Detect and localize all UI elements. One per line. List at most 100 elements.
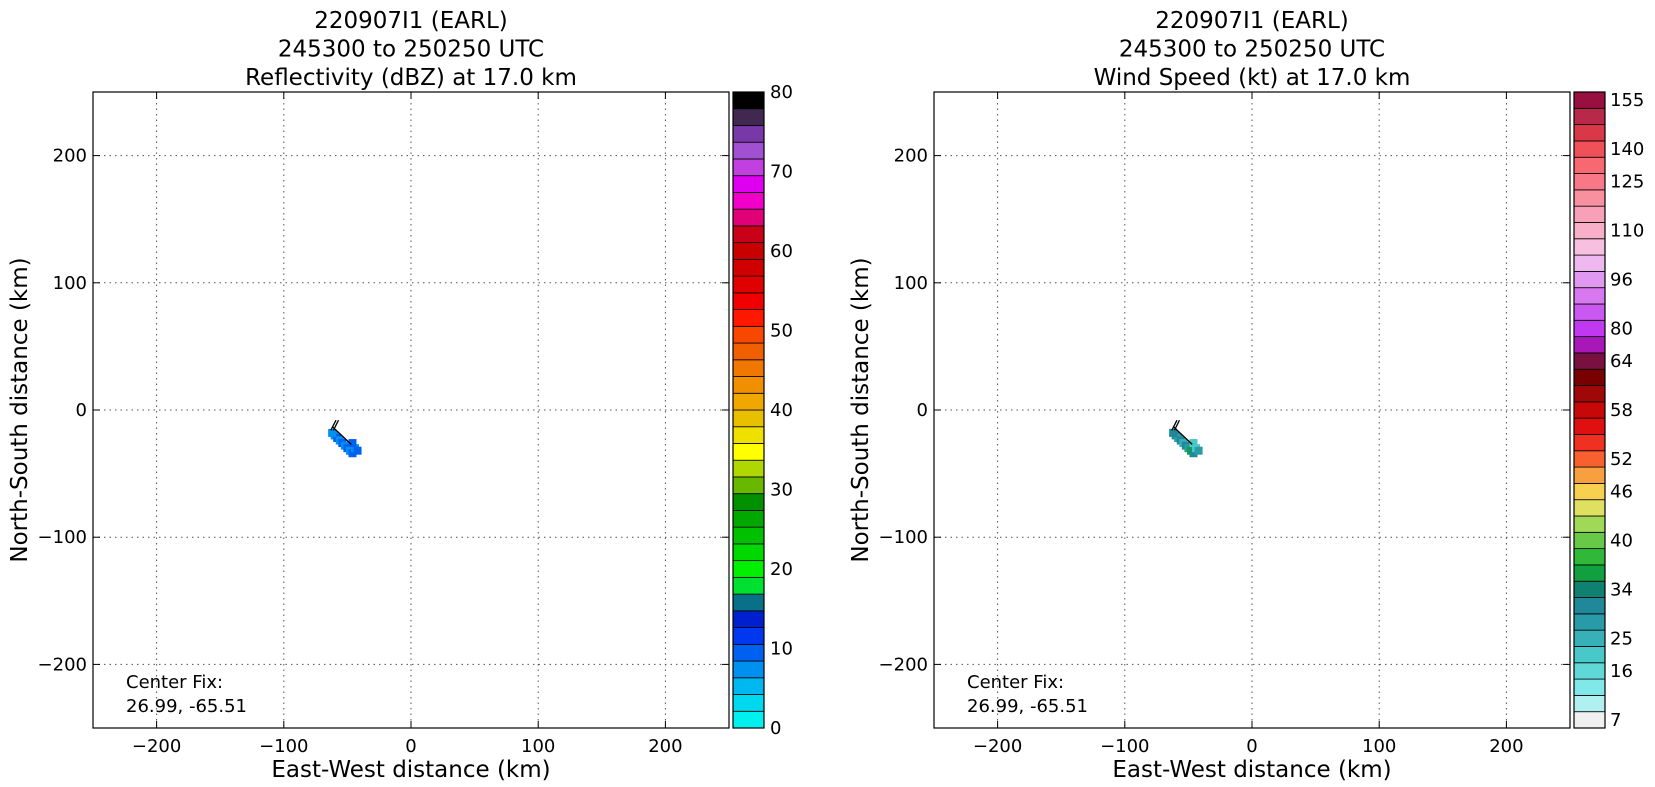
colorbar-tick-label: 46 (1610, 482, 1633, 503)
x-tick-label: 0 (1246, 736, 1257, 757)
colorbar-tick-label: 64 (1610, 351, 1633, 372)
x-tick-label: 200 (648, 736, 682, 757)
center-fix-value: 26.99, -65.51 (126, 696, 247, 717)
colorbar-cell (732, 359, 765, 377)
chart-title-line: 245300 to 250250 UTC (1119, 37, 1385, 63)
colorbar-cell (732, 543, 765, 562)
y-tick-label: 0 (917, 400, 928, 421)
center-fix-label: Center Fix: (126, 672, 223, 693)
data-cell (348, 439, 357, 448)
colorbar-cell (732, 443, 765, 461)
colorbar-cell (732, 459, 765, 478)
x-tick-label: −100 (1100, 736, 1149, 757)
y-tick-label: −200 (879, 654, 928, 675)
colorbar-cell (732, 560, 765, 578)
colorbar-cell (1573, 140, 1606, 158)
y-tick-label: 0 (76, 400, 87, 421)
colorbar-cell (732, 694, 765, 712)
colorbar-tick-label: 50 (770, 321, 793, 342)
colorbar-cell (732, 476, 765, 495)
plot-frame (92, 91, 730, 729)
colorbar-cell (732, 208, 765, 227)
x-axis-label: East-West distance (km) (271, 757, 550, 783)
colorbar-cell (732, 526, 765, 545)
x-tick-label: 0 (405, 736, 416, 757)
x-tick-label: 100 (1362, 736, 1396, 757)
colorbar-cell (1573, 499, 1606, 517)
colorbar-tick-label: 10 (770, 639, 793, 660)
colorbar-cell (1573, 124, 1606, 142)
colorbar-cell (1573, 205, 1606, 223)
colorbar-cell (1573, 482, 1606, 501)
flight-track-mark (1172, 426, 1193, 445)
colorbar-cell (1573, 238, 1606, 256)
y-tick-label: 100 (53, 273, 87, 294)
colorbar-cell (732, 593, 765, 612)
colorbar-cell (1573, 450, 1606, 468)
colorbar-frame (732, 91, 765, 729)
colorbar-cell (732, 392, 765, 411)
colorbar-tick-label: 155 (1610, 90, 1644, 111)
x-tick-label: −200 (973, 736, 1022, 757)
colorbar-cell (1573, 401, 1606, 419)
colorbar-cell (1573, 303, 1606, 321)
colorbar-tick-label: 52 (1610, 449, 1633, 470)
colorbar-cell (1573, 319, 1606, 338)
data-cell (1189, 449, 1198, 458)
colorbar-tick-label: 0 (770, 718, 781, 739)
x-tick-label: −200 (132, 736, 181, 757)
colorbar-cell (732, 91, 765, 110)
colorbar-cell (732, 426, 765, 444)
colorbar-tick-label: 40 (1610, 530, 1633, 551)
colorbar-cell (1573, 287, 1606, 305)
data-cell (353, 446, 362, 455)
colorbar-cell (1573, 711, 1606, 729)
y-tick-label: −200 (38, 654, 87, 675)
colorbar-cell (732, 258, 765, 277)
x-axis-label: East-West distance (km) (1112, 757, 1391, 783)
data-cell (1194, 446, 1203, 455)
colorbar-cell (732, 309, 765, 327)
colorbar-tick-label: 80 (770, 82, 793, 103)
colorbar-cell (732, 510, 765, 528)
flight-track-mark (1171, 419, 1178, 431)
colorbar-cell (732, 141, 765, 160)
colorbar-tick-label: 7 (1610, 710, 1621, 731)
colorbar-cell (732, 493, 765, 511)
colorbar-cell (732, 225, 765, 244)
colorbar-cell (732, 125, 765, 143)
colorbar-cell (1573, 107, 1606, 126)
colorbar-cell (732, 275, 765, 294)
colorbar-cell (732, 677, 765, 695)
colorbar-tick-label: 16 (1610, 661, 1633, 682)
colorbar-cell (1573, 385, 1606, 403)
colorbar-cell (1573, 270, 1606, 289)
colorbar-cell (732, 292, 765, 310)
chart-title-line: 245300 to 250250 UTC (278, 37, 544, 63)
colorbar-cell (1573, 580, 1606, 598)
y-tick-label: −100 (879, 527, 928, 548)
colorbar-tick-label: 58 (1610, 400, 1633, 421)
colorbar-cell (1573, 434, 1606, 452)
colorbar-cell (1573, 613, 1606, 631)
colorbar-cell (732, 342, 765, 361)
y-tick-label: −100 (38, 527, 87, 548)
colorbar-cell (1573, 352, 1606, 370)
colorbar-cell (1573, 597, 1606, 615)
center-fix-label: Center Fix: (967, 672, 1064, 693)
colorbar-tick-label: 96 (1610, 270, 1633, 291)
colorbar-tick-label: 34 (1610, 579, 1633, 600)
colorbar-cell (732, 610, 765, 628)
colorbar-tick-label: 20 (770, 559, 793, 580)
data-cell (328, 428, 337, 437)
colorbar-cell (1573, 368, 1606, 386)
x-tick-label: 100 (521, 736, 555, 757)
reflectivity-panel: 220907I1 (EARL) 245300 to 250250 UTCRefle… (7, 8, 793, 783)
y-tick-label: 200 (53, 146, 87, 167)
y-tick-label: 200 (894, 146, 928, 167)
flight-track-mark (1173, 419, 1181, 431)
colorbar-cell (1573, 466, 1606, 484)
colorbar-tick-label: 125 (1610, 172, 1644, 193)
colorbar-cell (1573, 564, 1606, 582)
